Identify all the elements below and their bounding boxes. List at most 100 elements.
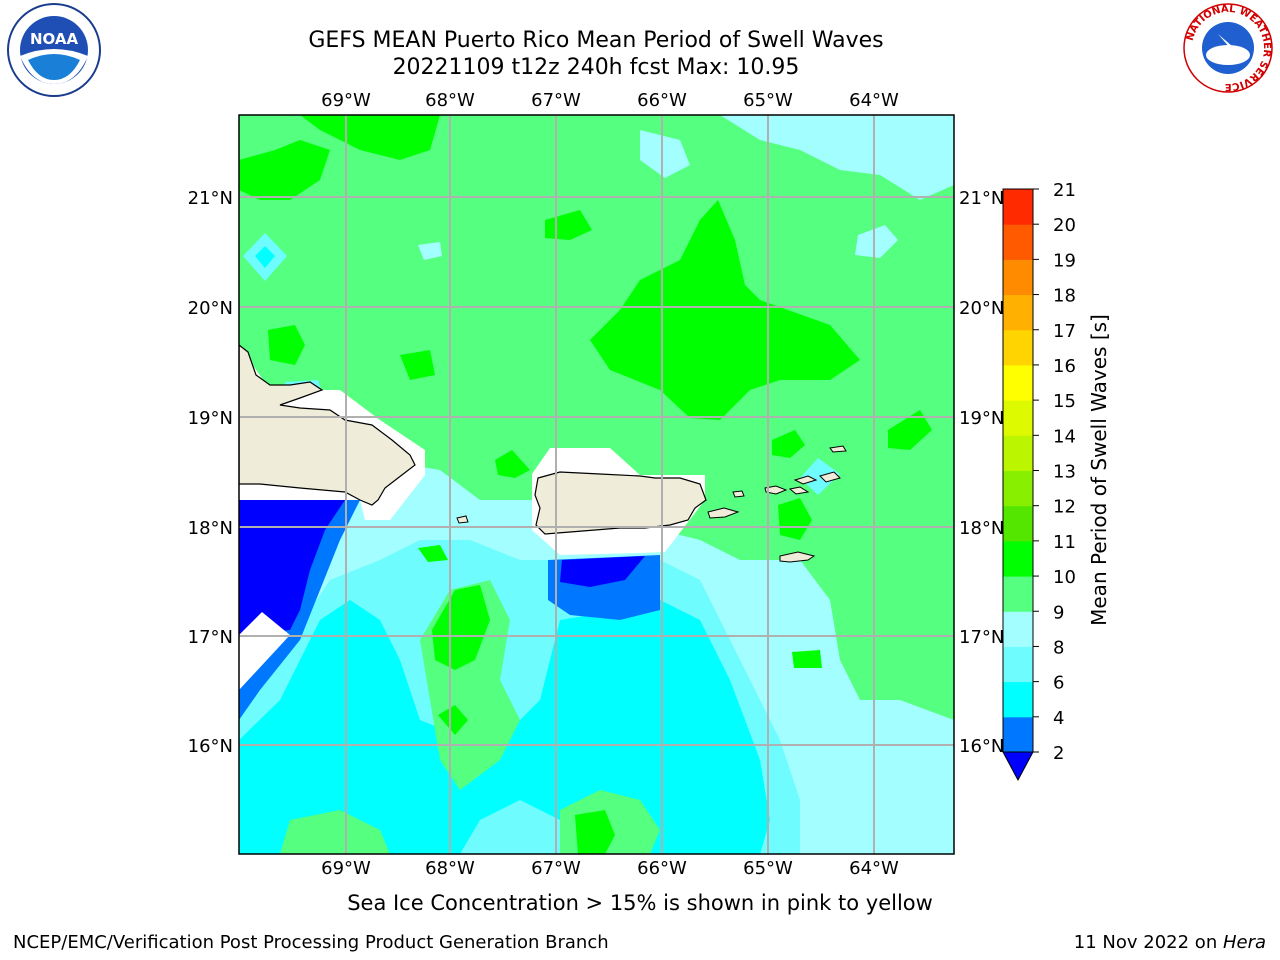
colorbar-segment: [1003, 364, 1033, 401]
field-bright-green-mid: [438, 705, 468, 735]
colorbar-tick-label: 8: [1053, 637, 1064, 658]
field-bright-green-tongue: [432, 585, 490, 670]
colorbar-tick-label: 11: [1053, 532, 1076, 553]
field-bright-green-sc: [778, 498, 812, 540]
field-bright-green-n: [300, 115, 440, 160]
lat-label-left: 16°N: [188, 736, 233, 757]
field-bright-green-mona: [418, 545, 448, 562]
colorbar-segment: [1003, 540, 1033, 577]
lon-label-top: 69°W: [321, 90, 371, 111]
lon-labels-bottom: 69°W 68°W 67°W 66°W 65°W 64°W: [321, 858, 899, 879]
field-green-sw: [280, 810, 390, 854]
nws-logo: NATIONAL WEATHER SERVICE: [1180, 0, 1276, 96]
lon-label-top: 64°W: [849, 90, 899, 111]
lon-label-top: 67°W: [531, 90, 581, 111]
lat-label-left: 19°N: [188, 408, 233, 429]
colorbar-tick-label: 16: [1053, 356, 1076, 377]
graticule: [239, 115, 954, 854]
lon-label-bottom: 65°W: [743, 858, 793, 879]
lat-label-left: 20°N: [188, 298, 233, 319]
colorbar-tick-label: 6: [1053, 673, 1064, 694]
colorbar-segment: [1003, 189, 1033, 225]
field-bright-green-small: [400, 350, 435, 380]
lon-labels-top: 69°W 68°W 67°W 66°W 65°W 64°W: [321, 90, 899, 111]
colorbar-segment: [1003, 400, 1033, 436]
noaa-logo: NOAA: [6, 2, 102, 98]
lat-label-left: 21°N: [188, 188, 233, 209]
colorbar-segment: [1003, 576, 1033, 612]
field-pale-cyan-patch: [855, 225, 898, 258]
colorbar-segment: [1003, 681, 1033, 718]
field-pale-cyan-n: [640, 130, 690, 178]
lon-label-bottom: 67°W: [531, 858, 581, 879]
field-cyan-diamond-core: [255, 246, 275, 268]
colorbar-tick-label: 18: [1053, 286, 1076, 307]
colorbar-segment: [1003, 611, 1033, 647]
colorbar-segment: [1003, 259, 1033, 296]
field-bright-green-pr: [495, 450, 530, 478]
svg-text:NOAA: NOAA: [30, 30, 79, 48]
colorbar-tick-label: 12: [1053, 497, 1076, 518]
field-bright-green-s: [575, 810, 615, 854]
lon-label-bottom: 68°W: [425, 858, 475, 879]
colorbar-segment: [1003, 435, 1033, 471]
lon-label-top: 66°W: [637, 90, 687, 111]
lon-label-top: 65°W: [743, 90, 793, 111]
land-anegada: [829, 445, 847, 453]
colorbar-tick-label: 20: [1053, 215, 1076, 236]
land-mona: [456, 515, 469, 524]
land-vieques: [707, 507, 740, 519]
colorbar-segment: [1003, 646, 1033, 683]
lat-labels-right: 21°N 20°N 19°N 18°N 17°N 16°N: [959, 188, 1004, 757]
land-st-croix: [779, 551, 816, 563]
colorbar-segment: [1003, 505, 1033, 542]
land-st-thomas: [764, 485, 788, 495]
colorbar-under-arrow: [1002, 751, 1034, 782]
colorbar-tick-label: 17: [1053, 321, 1076, 342]
field-bright-green-ese: [792, 650, 822, 668]
lat-label-right: 21°N: [959, 188, 1004, 209]
lon-label-bottom: 64°W: [849, 858, 899, 879]
lat-label-right: 17°N: [959, 627, 1004, 648]
colorbar-segment: [1003, 224, 1033, 260]
lon-label-top: 68°W: [425, 90, 475, 111]
colorbar-tick-label: 14: [1053, 426, 1076, 447]
footer-host: Hera: [1222, 932, 1266, 953]
lat-label-right: 16°N: [959, 736, 1004, 757]
field-blue-pr: [560, 556, 645, 587]
field-bright-green-e: [888, 410, 932, 450]
land-culebra: [732, 490, 745, 498]
colorbar-tick-label: 15: [1053, 391, 1076, 412]
swell-field: [239, 115, 954, 854]
colorbar-tick-label: 10: [1053, 567, 1076, 588]
sea-ice-note: Sea Ice Concentration > 15% is shown in …: [347, 891, 933, 915]
field-blue-sw: [239, 500, 345, 635]
field-bright-green-vi: [772, 430, 805, 458]
chart-subtitle: 20221109 t12z 240h fcst Max: 10.95: [392, 55, 800, 80]
field-pale-cyan-ne: [720, 115, 954, 200]
lon-label-bottom: 66°W: [637, 858, 687, 879]
field-bright-green-nw: [239, 140, 330, 200]
colorbar-tick-label: 19: [1053, 250, 1076, 271]
lat-labels-left: 21°N 20°N 19°N 18°N 17°N 16°N: [188, 188, 233, 757]
colorbar-tick-label: 21: [1053, 180, 1076, 201]
footer-date-text: 11 Nov 2022 on: [1073, 932, 1223, 953]
colorbar-segment: [1003, 716, 1033, 753]
footer-date: 11 Nov 2022 on Hera: [1074, 932, 1266, 954]
colorbar-tick-label: 4: [1053, 708, 1064, 729]
colorbar-segment: [1003, 470, 1033, 507]
land-virgin-gorda: [819, 471, 841, 483]
field-pale-cyan-patch2: [418, 242, 442, 260]
lat-label-right: 18°N: [959, 518, 1004, 539]
land-hispaniola: [239, 344, 416, 506]
lat-label-left: 18°N: [188, 518, 233, 539]
lat-label-left: 17°N: [188, 627, 233, 648]
footer-credit: NCEP/EMC/Verification Post Processing Pr…: [13, 932, 609, 953]
field-bright-green-center: [590, 200, 860, 420]
land-st-john: [788, 486, 810, 495]
field-ice-gap: [239, 612, 290, 690]
colorbar: 2 4 6 8 9 10 11 12 13 14 15 16 17 18 19 20 21: [1002, 180, 1076, 782]
land-tortola: [793, 475, 818, 485]
colorbar-tick-label: 13: [1053, 462, 1076, 483]
